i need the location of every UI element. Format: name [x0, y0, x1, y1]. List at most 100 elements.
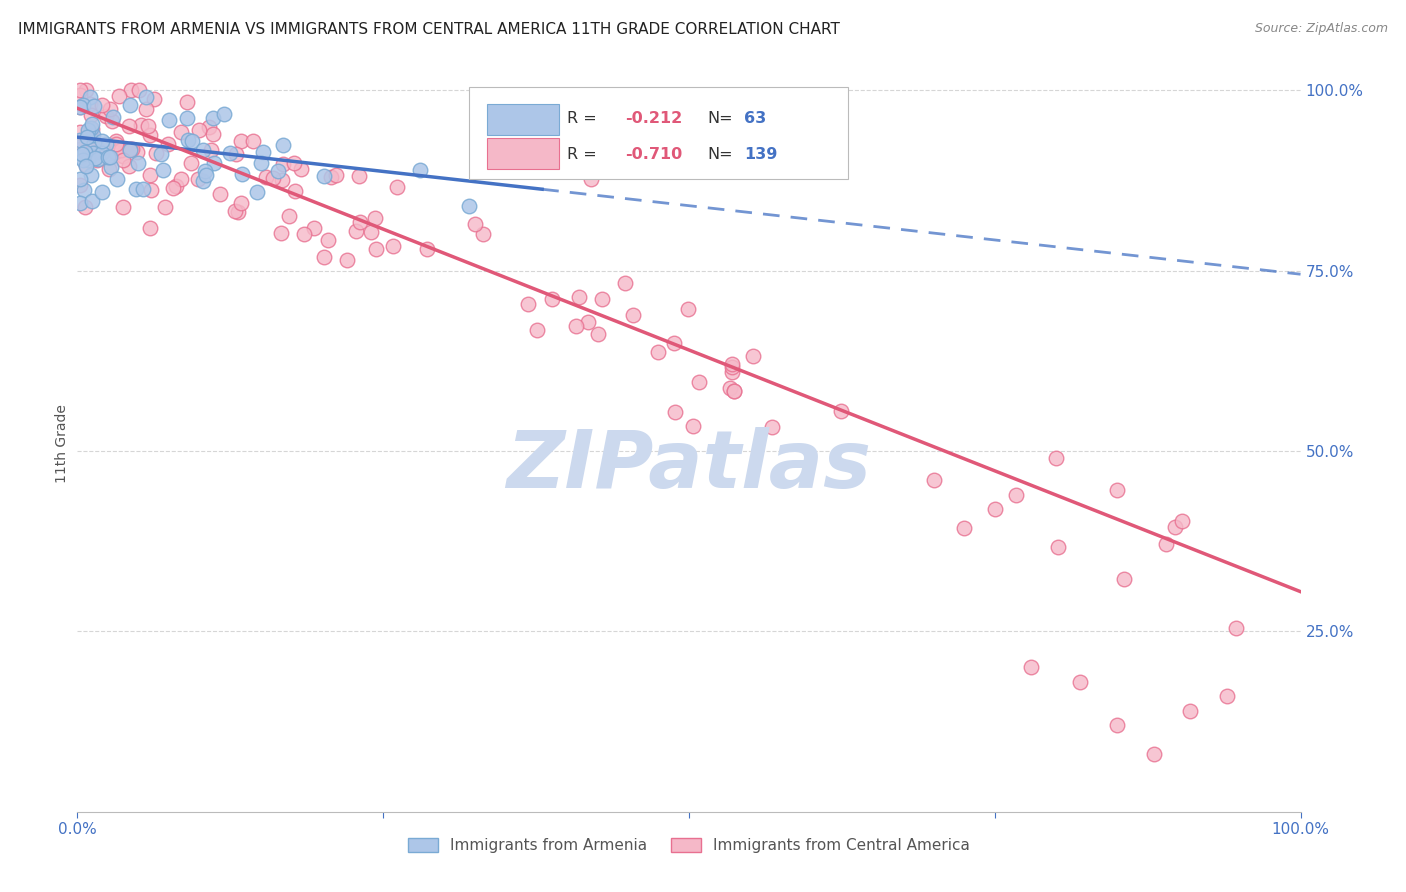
Point	[209, 187, 232, 202]
Point	[381, 238, 404, 252]
Point	[97, 138, 120, 153]
Point	[142, 92, 165, 106]
Point	[193, 143, 215, 157]
Point	[316, 233, 339, 247]
Point	[1107, 718, 1129, 732]
Text: N=: N=	[707, 111, 733, 126]
Point	[191, 174, 214, 188]
Point	[82, 146, 104, 161]
Point	[112, 200, 135, 214]
Point	[141, 183, 163, 197]
Text: Source: ZipAtlas.com: Source: ZipAtlas.com	[1254, 22, 1388, 36]
Point	[90, 134, 112, 148]
Point	[252, 145, 274, 159]
Point	[614, 276, 637, 290]
Point	[457, 199, 479, 213]
Point	[1021, 660, 1043, 674]
Point	[75, 158, 97, 172]
Point	[98, 102, 121, 116]
Point	[1225, 621, 1247, 635]
Point	[105, 134, 128, 148]
Point	[69, 136, 91, 151]
Point	[246, 185, 269, 199]
Point	[86, 153, 108, 167]
Point	[176, 95, 198, 110]
Point	[231, 196, 253, 211]
Point	[1180, 704, 1202, 718]
Point	[200, 143, 222, 157]
Point	[202, 156, 225, 170]
Point	[471, 227, 494, 241]
Point	[120, 97, 142, 112]
Point	[69, 126, 91, 140]
Point	[72, 98, 94, 112]
Point	[69, 150, 91, 164]
Point	[1216, 690, 1239, 704]
Point	[349, 215, 371, 229]
Point	[108, 89, 131, 103]
Point	[139, 221, 162, 235]
Point	[170, 172, 193, 186]
Point	[565, 319, 588, 334]
Point	[270, 172, 292, 186]
Text: R =: R =	[567, 147, 602, 162]
Point	[77, 123, 100, 137]
Point	[742, 349, 765, 363]
Point	[77, 138, 100, 153]
Point	[682, 418, 704, 433]
Point	[290, 162, 312, 177]
Point	[720, 359, 742, 374]
Point	[80, 117, 103, 131]
Point	[83, 99, 105, 113]
Point	[1171, 514, 1194, 528]
Point	[79, 168, 101, 182]
Point	[621, 308, 644, 322]
Y-axis label: 11th Grade: 11th Grade	[55, 404, 69, 483]
Point	[152, 163, 174, 178]
Point	[1046, 540, 1069, 554]
Point	[181, 134, 204, 148]
Point	[254, 169, 277, 184]
Point	[76, 130, 98, 145]
Point	[349, 169, 371, 183]
Point	[409, 163, 432, 178]
Point	[129, 118, 152, 132]
Point	[73, 145, 96, 159]
Point	[718, 381, 741, 395]
Point	[69, 87, 91, 102]
Point	[138, 128, 160, 142]
Point	[90, 98, 112, 112]
Point	[69, 178, 91, 192]
Point	[135, 90, 157, 104]
Point	[69, 133, 91, 147]
Legend: Immigrants from Armenia, Immigrants from Central America: Immigrants from Armenia, Immigrants from…	[402, 831, 976, 859]
Point	[416, 242, 439, 256]
Point	[591, 292, 613, 306]
Text: 139: 139	[744, 147, 778, 162]
Point	[157, 137, 180, 152]
Point	[188, 123, 211, 137]
Point	[464, 217, 486, 231]
Point	[194, 164, 217, 178]
Point	[212, 107, 235, 121]
Point	[586, 326, 609, 341]
Text: ZIPatlas: ZIPatlas	[506, 427, 872, 505]
Point	[1004, 488, 1026, 502]
Point	[94, 137, 117, 152]
Point	[201, 111, 224, 125]
Point	[723, 384, 745, 399]
Point	[80, 121, 103, 136]
Point	[385, 179, 408, 194]
Point	[111, 148, 134, 162]
Point	[91, 186, 114, 200]
Point	[83, 151, 105, 165]
Point	[145, 146, 167, 161]
Point	[86, 152, 108, 166]
Point	[72, 147, 94, 161]
Point	[82, 128, 104, 142]
Point	[120, 144, 142, 158]
Point	[75, 83, 97, 97]
Point	[69, 100, 91, 114]
Point	[262, 170, 284, 185]
Point	[111, 153, 134, 167]
